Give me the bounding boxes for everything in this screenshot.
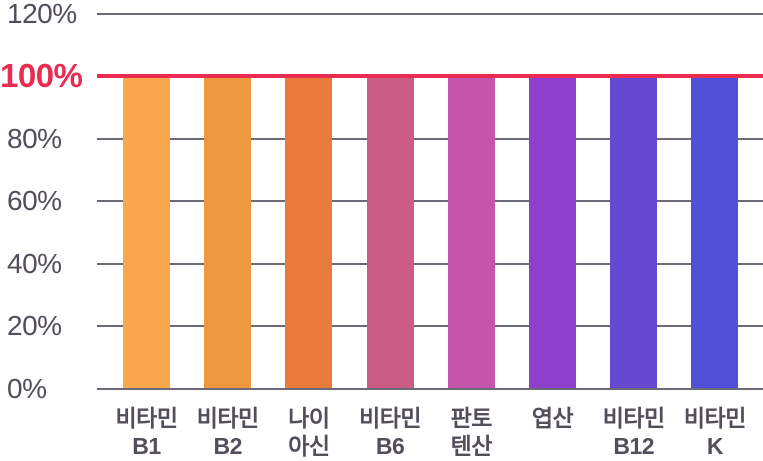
x-axis-tick-label-1: 비타민 B1: [115, 405, 178, 459]
bar-5-판토텐산: [447, 76, 495, 389]
x-axis-tick-label-4: 비타민 B6: [359, 405, 422, 459]
bar-8-비타민K: [691, 76, 739, 389]
bar-6-엽산: [529, 76, 576, 389]
x-axis-tick-label-6: 엽산: [531, 405, 574, 431]
y-axis-tick-label-0: 0%: [7, 372, 47, 404]
gridline-0-percent: [97, 387, 763, 390]
gridline-40-percent: [97, 262, 763, 265]
bar-7-비타민B12: [610, 76, 658, 389]
x-axis-tick-label-2: 비타민 B2: [196, 405, 259, 459]
y-axis-tick-label-60: 60%: [7, 185, 62, 217]
gridline-120-percent: [97, 13, 763, 15]
y-axis-tick-label-80: 80%: [7, 122, 62, 154]
x-axis-tick-label-8: 비타민 K: [683, 405, 746, 459]
bar-3-나이아신: [285, 76, 333, 389]
x-axis-tick-label-7: 비타민 B12: [602, 405, 665, 459]
bar-4-비타민B6: [366, 76, 414, 389]
reference-line-100-percent: [97, 74, 763, 79]
x-axis-tick-label-5: 판토 텐산: [450, 405, 493, 459]
bar-2-비타민B2: [204, 76, 252, 389]
bar-1-비타민B1: [123, 76, 170, 389]
gridline-60-percent: [97, 200, 763, 203]
gridline-20-percent: [97, 325, 763, 328]
y-axis-tick-label-100: 100%: [0, 57, 83, 95]
gridline-80-percent: [97, 137, 763, 140]
x-axis-tick-label-3: 나이 아신: [288, 405, 330, 459]
y-axis-tick-label-20: 20%: [7, 310, 62, 342]
y-axis-tick-label-120: 120%: [7, 0, 77, 29]
y-axis-tick-label-40: 40%: [7, 247, 62, 279]
